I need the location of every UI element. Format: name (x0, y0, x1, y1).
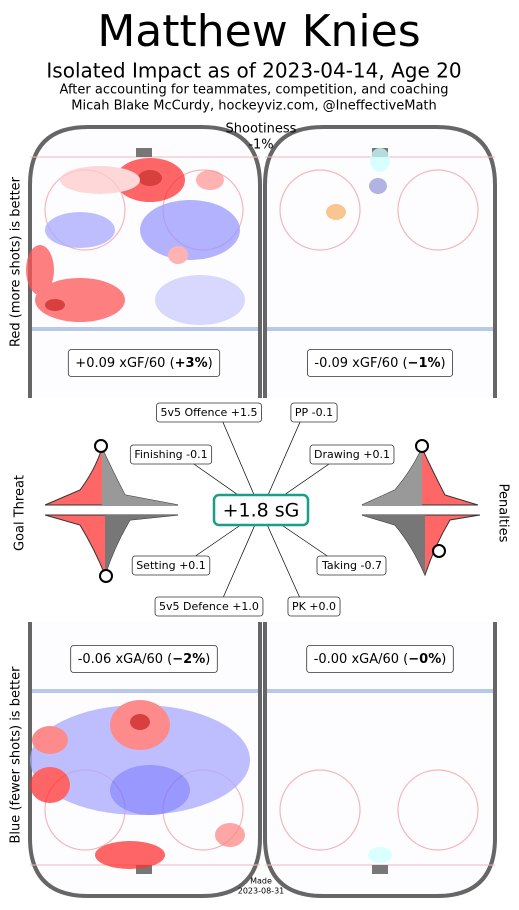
panel-text: +0.09 xGF/60 (+3%) (75, 356, 212, 371)
spoke-label: PK +0.0 (287, 596, 341, 617)
spoke-label: Taking -0.7 (316, 555, 387, 576)
spoke-text: Setting +0.1 (136, 559, 206, 572)
panel-text: -0.06 xGA/60 (−2%) (78, 652, 211, 667)
label-box (131, 555, 211, 576)
side-label: Goal Threat (13, 475, 28, 551)
panel-close: ) (441, 652, 446, 667)
panel-value: -0.00 xGA/60 ( (314, 652, 409, 667)
shootiness-value: -1% (248, 138, 273, 153)
note: Micah Blake McCurdy, hockeyviz.com, @Ine… (71, 99, 437, 114)
spoke-label: 5v5 Offence +1.5 (156, 402, 262, 423)
panel-close: ) (205, 652, 210, 667)
title: Matthew Knies (97, 6, 420, 57)
distributions (44, 439, 481, 583)
shootiness-label: Shootiness (226, 122, 297, 137)
spokes: 5v5 Offence +1.5 PP -0.1 Finishing -0.1 Dra… (129, 402, 395, 617)
label-box (307, 349, 453, 377)
panel-label: -0.09 xGF/60 (−1%) (307, 349, 453, 377)
panel-close: ) (208, 356, 213, 371)
spoke (218, 510, 262, 608)
spoke-text: Taking -0.7 (321, 559, 382, 572)
panel-value: +0.09 xGF/60 ( (75, 356, 174, 371)
label-box (156, 402, 262, 423)
spoke-text: 5v5 Offence +1.5 (160, 406, 257, 419)
panel-value: -0.09 xGF/60 ( (314, 356, 407, 371)
label-box (67, 349, 221, 377)
spoke-text: 5v5 Defence +1.0 (159, 600, 259, 613)
panel-close: ) (441, 356, 446, 371)
subtitle: Isolated Impact as of 2023-04-14, Age 20 (46, 59, 461, 83)
panel-value: -0.06 xGA/60 ( (78, 652, 173, 667)
panel-label: +0.09 xGF/60 (+3%) (67, 349, 221, 377)
total: +1.8 sG (223, 500, 300, 522)
panel-text: -0.00 xGA/60 (−0%) (314, 652, 447, 667)
spoke-text: Drawing +0.1 (314, 448, 390, 461)
panel-label: -0.06 xGA/60 (−2%) (70, 645, 218, 673)
spoke-label: PP -0.1 (290, 402, 338, 423)
side-label: Red (more shots) is better (9, 176, 24, 347)
spoke-label: Drawing +0.1 (309, 444, 395, 465)
spoke-label: Finishing -0.1 (129, 444, 213, 465)
side-label: Blue (fewer shots) is better (9, 666, 24, 844)
rink-top (26, 125, 497, 398)
panel-pct: −0% (408, 652, 441, 667)
spoke-label: 5v5 Defence +1.0 (154, 596, 264, 617)
spoke-label: Setting +0.1 (131, 555, 211, 576)
panel-label: -0.00 xGA/60 (−0%) (306, 645, 454, 673)
label-box (316, 555, 387, 576)
spoke (260, 510, 305, 608)
panel-pct: +3% (175, 356, 208, 371)
label-box (287, 596, 341, 617)
made-date: 2023-08-31 (238, 887, 285, 896)
label-box (306, 645, 454, 673)
panel-pct: −2% (172, 652, 205, 667)
spoke-text: PP -0.1 (295, 406, 333, 419)
spoke-text: PK +0.0 (292, 600, 336, 613)
label-box (129, 444, 213, 465)
rink-bottom (28, 622, 497, 898)
spoke-text: Finishing -0.1 (134, 448, 207, 461)
label-box (290, 402, 338, 423)
panel-text: -0.09 xGF/60 (−1%) (314, 356, 445, 371)
side-label: Penalties (496, 484, 511, 543)
label-box (309, 444, 395, 465)
made: Made (250, 877, 272, 886)
note: After accounting for teammates, competit… (60, 83, 449, 98)
label-box (70, 645, 218, 673)
panel-pct: −1% (408, 356, 441, 371)
label-box (154, 596, 264, 617)
total-box (212, 493, 310, 527)
